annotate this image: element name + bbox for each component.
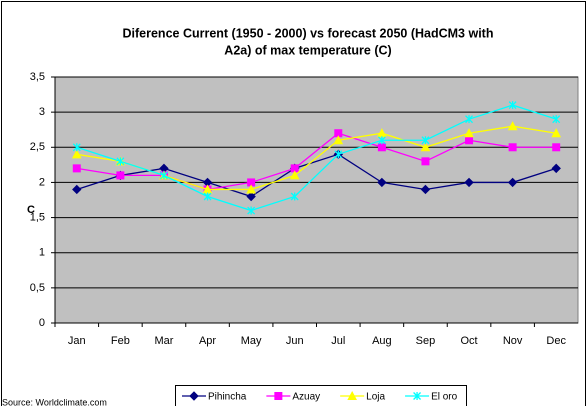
legend: Pihincha Azuay Loja El oro (175, 385, 467, 406)
x-tick-label: Oct (460, 335, 477, 347)
marker (72, 143, 81, 152)
plot-area (54, 76, 579, 324)
marker (507, 121, 518, 131)
marker (116, 171, 125, 180)
y-tick-label: 0,5 (30, 282, 45, 294)
marker (377, 177, 387, 188)
marker (464, 177, 474, 188)
legend-box (175, 385, 467, 406)
x-tick-label: Aug (372, 335, 392, 347)
marker (421, 136, 430, 145)
marker (159, 171, 168, 180)
marker (377, 143, 386, 152)
x-tick-label: Jul (331, 335, 345, 347)
marker (551, 163, 561, 174)
y-tick-label: 1 (39, 247, 45, 259)
marker (72, 164, 81, 173)
series-line (76, 132, 557, 191)
x-tick-label: Jun (286, 335, 304, 347)
legend-label: Loja (366, 392, 385, 403)
y-tick-label: 2,5 (30, 141, 45, 153)
marker (246, 184, 256, 194)
chart-title: A2a) of max temperature (C) (224, 43, 391, 57)
marker (377, 136, 386, 145)
marker (189, 391, 199, 401)
x-tick-label: May (241, 335, 262, 347)
marker (334, 150, 343, 159)
marker (508, 143, 517, 152)
y-tick-label: 3,5 (30, 71, 45, 83)
marker (347, 390, 357, 400)
x-tick-label: Apr (199, 335, 216, 347)
marker (508, 101, 517, 110)
marker (203, 192, 212, 201)
marker (247, 206, 256, 215)
marker (72, 184, 82, 195)
legend-label: Pihincha (208, 392, 247, 403)
x-tick-label: Jan (68, 335, 86, 347)
marker (420, 184, 431, 195)
marker (507, 177, 518, 188)
legend-label: El oro (431, 392, 458, 403)
series-line (76, 104, 557, 212)
y-tick-label: 0 (39, 317, 45, 329)
y-tick-label: 3 (39, 106, 45, 118)
y-axis-label: C (27, 204, 35, 216)
x-tick-label: Feb (111, 335, 130, 347)
marker (246, 191, 256, 202)
x-tick-label: Sep (416, 335, 436, 347)
marker (413, 392, 422, 400)
marker (333, 135, 344, 145)
marker (116, 157, 125, 166)
marker (465, 115, 474, 124)
marker (464, 128, 474, 138)
marker (421, 157, 430, 166)
source-note: Source: Worldclimate.com (2, 397, 107, 406)
series-line (76, 153, 557, 198)
marker (465, 136, 474, 145)
y-tick-label: 2 (39, 176, 45, 188)
x-tick-label: Nov (503, 335, 523, 347)
marker (551, 128, 562, 138)
marker (552, 115, 561, 124)
marker (71, 149, 82, 159)
x-tick-label: Dec (546, 335, 566, 347)
marker (290, 192, 299, 201)
y-tick-label: 1,5 (30, 211, 45, 223)
x-tick-label: Mar (154, 335, 173, 347)
marker (552, 143, 561, 152)
marker (274, 392, 283, 400)
legend-label: Azuay (292, 392, 320, 403)
marker (420, 142, 431, 152)
chart-title: Diference Current (1950 - 2000) vs forec… (123, 26, 494, 40)
marker (289, 170, 300, 180)
